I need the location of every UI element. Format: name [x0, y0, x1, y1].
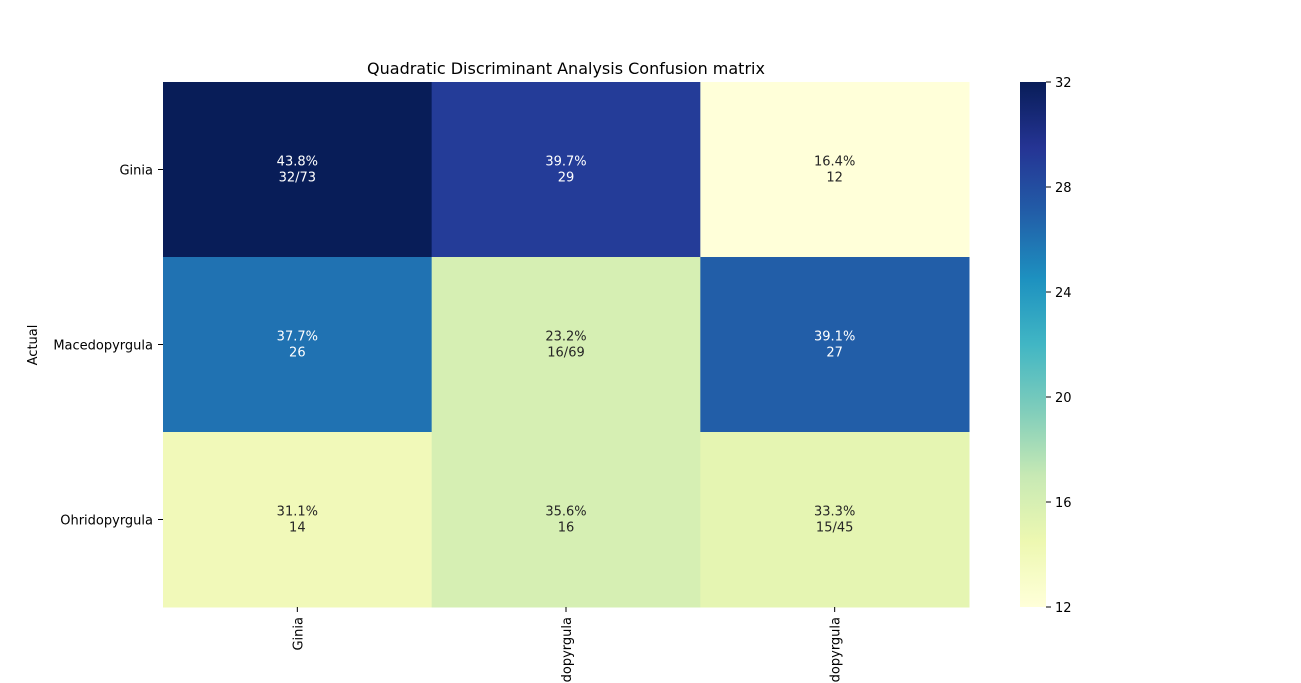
x-axis-ticks: Ginia Macedopyrgula Ohridopyrgula [291, 607, 844, 683]
colorbar-tick-label: 12 [1055, 601, 1072, 616]
y-tick-label: Ohridopyrgula [60, 514, 153, 529]
x-tick-label: Ginia [291, 617, 306, 651]
colorbar-tick-label: 32 [1055, 76, 1072, 91]
colorbar: 12 16 20 24 28 32 [1020, 76, 1072, 616]
cell-annotation: 32/73 [279, 171, 316, 186]
heatmap-cell [163, 257, 433, 433]
chart-title: Quadratic Discriminant Analysis Confusio… [367, 59, 765, 78]
heatmap-cells: 43.8%32/73 39.7%29 16.4%12 37.7%26 23.2%16/6… [163, 82, 970, 608]
cell-annotation: 15/45 [816, 521, 853, 536]
cell-annotation: 16.4% [814, 155, 855, 170]
y-tick-label: Macedopyrgula [53, 339, 153, 354]
x-tick-label: Macedopyrgula [560, 617, 575, 683]
y-tick-label: Ginia [119, 164, 153, 179]
cell-annotation: 12 [826, 171, 843, 186]
cell-annotation: 23.2% [545, 330, 586, 345]
cell-annotation: 16/69 [547, 346, 584, 361]
cell-annotation: 35.6% [545, 505, 586, 520]
cell-annotation: 16 [558, 521, 575, 536]
y-axis-ticks: Ginia Macedopyrgula Ohridopyrgula [53, 164, 163, 529]
cell-annotation: 39.1% [814, 330, 855, 345]
y-axis-label: Actual [26, 325, 41, 366]
cell-annotation: 33.3% [814, 505, 855, 520]
cell-annotation: 31.1% [277, 505, 318, 520]
colorbar-tick-label: 28 [1055, 181, 1072, 196]
colorbar-tick-label: 16 [1055, 496, 1072, 511]
cell-annotation: 27 [826, 346, 843, 361]
heatmap-cell [163, 82, 433, 258]
heatmap-cell [163, 432, 433, 608]
heatmap-cell [700, 257, 970, 433]
colorbar-tick-label: 24 [1055, 286, 1072, 301]
heatmap-cell [431, 82, 701, 258]
heatmap-cell [431, 257, 701, 433]
heatmap-cell [431, 432, 701, 608]
cell-annotation: 26 [289, 346, 306, 361]
heatmap-cell [700, 82, 970, 258]
cell-annotation: 29 [558, 171, 575, 186]
heatmap-cell [700, 432, 970, 608]
cell-annotation: 43.8% [277, 155, 318, 170]
colorbar-tick-label: 20 [1055, 391, 1072, 406]
cell-annotation: 37.7% [277, 330, 318, 345]
cell-annotation: 39.7% [545, 155, 586, 170]
x-tick-label: Ohridopyrgula [829, 617, 844, 683]
cell-annotation: 14 [289, 521, 306, 536]
colorbar-gradient [1020, 82, 1046, 607]
